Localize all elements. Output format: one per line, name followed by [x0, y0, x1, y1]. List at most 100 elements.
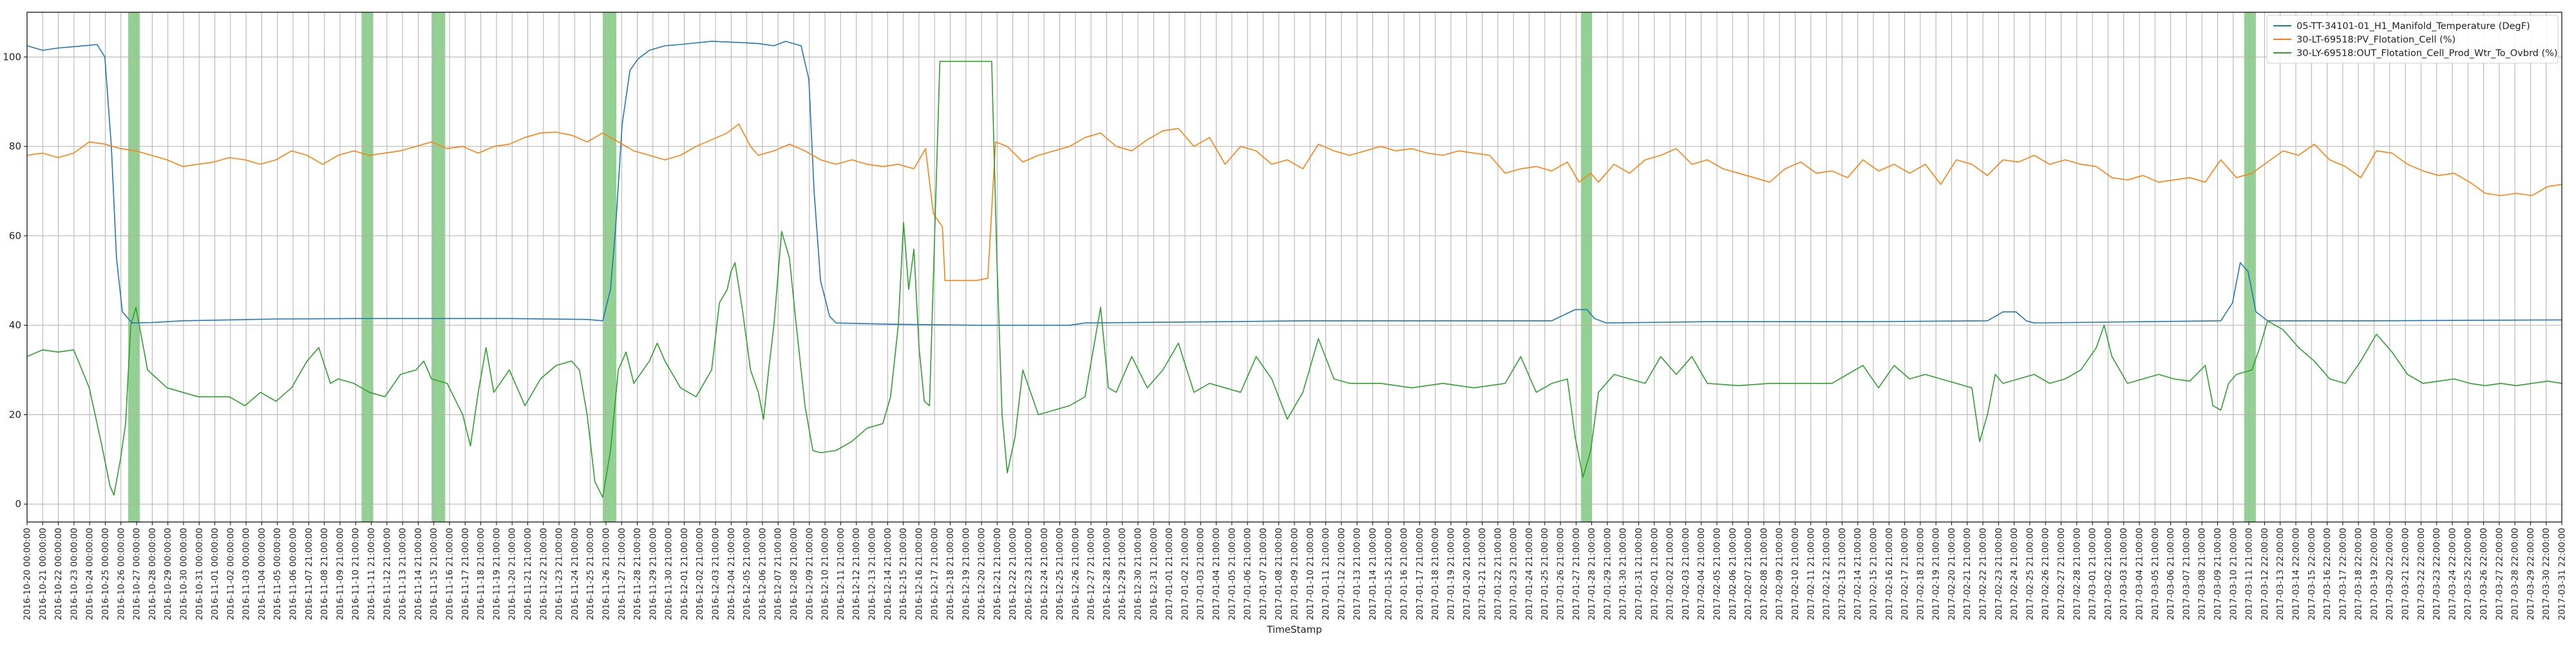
x-tick-label: 2017-03-06 21:00:00: [2166, 528, 2176, 620]
x-tick-label: 2017-03-09 21:00:00: [2213, 528, 2223, 620]
x-tick-label: 2017-02-24 21:00:00: [2009, 528, 2020, 620]
x-tick-label: 2016-11-02 00:00:00: [225, 528, 236, 620]
x-tick-label: 2017-02-26 21:00:00: [2041, 528, 2051, 620]
x-tick-label: 2016-11-03 00:00:00: [242, 528, 252, 620]
highlight-band-3: [602, 12, 617, 522]
x-tick-label: 2017-01-09 21:00:00: [1290, 528, 1300, 620]
x-tick-label: 2017-02-10 21:00:00: [1790, 528, 1801, 620]
x-tick-label: 2017-03-08 21:00:00: [2197, 528, 2208, 620]
x-tick-label: 2017-01-28 21:00:00: [1587, 528, 1597, 620]
x-tick-label: 2017-03-28 22:00:00: [2510, 528, 2521, 620]
x-axis: 2016-10-20 00:00:00 2016-10-21 00:00:00 20…: [23, 522, 2568, 620]
x-tick-label: 2017-01-15 21:00:00: [1383, 528, 1394, 620]
x-tick-label: 2017-02-27 21:00:00: [2056, 528, 2067, 620]
x-tick-label: 2016-11-16 21:00:00: [445, 528, 455, 620]
x-tick-label: 2017-03-19 22:00:00: [2369, 528, 2380, 620]
y-tick-label: 80: [9, 140, 21, 152]
x-tick-label: 2017-03-11 21:00:00: [2244, 528, 2255, 620]
legend-entry-1: 30-LT-69518:PV_Flotation_Cell (%): [2297, 35, 2456, 45]
x-tick-label: 2016-12-03 21:00:00: [711, 528, 721, 620]
x-tick-label: 2016-12-01 21:00:00: [679, 528, 690, 620]
x-tick-label: 2017-01-06 21:00:00: [1243, 528, 1253, 620]
x-tick-label: 2017-02-05 21:00:00: [1712, 528, 1723, 620]
x-tick-label: 2016-11-05 00:00:00: [272, 528, 283, 620]
x-tick-label: 2017-03-20 22:00:00: [2385, 528, 2395, 620]
x-tick-label: 2016-11-17 21:00:00: [460, 528, 471, 620]
x-tick-label: 2016-12-25 21:00:00: [1055, 528, 1065, 620]
x-tick-label: 2017-02-06 21:00:00: [1728, 528, 1738, 620]
x-tick-label: 2017-02-23 21:00:00: [1994, 528, 2004, 620]
x-tick-label: 2017-01-21 21:00:00: [1477, 528, 1488, 620]
series-line-2: [26, 61, 2562, 498]
x-tick-label: 2016-11-10 21:00:00: [351, 528, 361, 620]
x-tick-label: 2017-01-31 21:00:00: [1634, 528, 1644, 620]
x-tick-label: 2017-03-12 22:00:00: [2260, 528, 2270, 620]
x-tick-label: 2017-02-28 21:00:00: [2072, 528, 2082, 620]
x-tick-label: 2017-02-01 21:00:00: [1649, 528, 1660, 620]
y-tick-label: 40: [9, 320, 21, 331]
x-tick-label: 2017-03-24 22:00:00: [2447, 528, 2458, 620]
x-tick-label: 2017-02-04 21:00:00: [1696, 528, 1707, 620]
x-tick-label: 2017-03-16 22:00:00: [2322, 528, 2333, 620]
x-tick-label: 2016-12-22 21:00:00: [1008, 528, 1018, 620]
x-tick-label: 2017-01-17 21:00:00: [1415, 528, 1425, 620]
x-tick-label: 2017-01-29 21:00:00: [1602, 528, 1613, 620]
x-tick-label: 2017-02-21 21:00:00: [1962, 528, 1973, 620]
series-lines: [26, 41, 2562, 498]
x-tick-label: 2016-10-30 00:00:00: [178, 528, 189, 620]
x-tick-label: 2017-02-02 21:00:00: [1665, 528, 1676, 620]
x-tick-label: 2016-12-30 21:00:00: [1133, 528, 1144, 620]
legend: 05-TT-34101-01_H1_Manifold_Temperature (…: [2266, 15, 2559, 64]
highlight-band-5: [2244, 12, 2256, 522]
x-tick-label: 2016-10-22 00:00:00: [53, 528, 64, 620]
x-tick-label: 2016-10-21 00:00:00: [38, 528, 48, 620]
x-tick-label: 2017-03-10 21:00:00: [2228, 528, 2239, 620]
x-tick-label: 2017-02-18 21:00:00: [1915, 528, 1926, 620]
x-tick-label: 2017-01-22 21:00:00: [1493, 528, 1503, 620]
x-tick-label: 2016-12-16 21:00:00: [914, 528, 924, 620]
x-tick-label: 2016-10-26 00:00:00: [116, 528, 126, 620]
x-tick-label: 2017-03-17 22:00:00: [2338, 528, 2348, 620]
x-tick-label: 2016-12-14 21:00:00: [883, 528, 893, 620]
grid-lines: [26, 12, 2562, 522]
x-tick-label: 2017-01-10 21:00:00: [1305, 528, 1316, 620]
x-tick-label: 2017-03-25 22:00:00: [2463, 528, 2474, 620]
x-tick-label: 2016-11-08 21:00:00: [319, 528, 330, 620]
x-tick-label: 2016-10-28 00:00:00: [147, 528, 158, 620]
x-tick-label: 2016-10-27 00:00:00: [132, 528, 142, 620]
x-tick-label: 2016-11-09 21:00:00: [335, 528, 345, 620]
x-tick-label: 2016-12-06 21:00:00: [757, 528, 768, 620]
x-tick-label: 2017-02-17 21:00:00: [1900, 528, 1910, 620]
x-tick-label: 2016-10-24 00:00:00: [85, 528, 95, 620]
x-tick-label: 2016-12-15 21:00:00: [898, 528, 909, 620]
x-tick-label: 2016-12-18 21:00:00: [945, 528, 956, 620]
x-tick-label: 2017-02-19 21:00:00: [1931, 528, 1942, 620]
x-tick-label: 2016-11-27 21:00:00: [617, 528, 627, 620]
x-tick-label: 2016-12-07 21:00:00: [773, 528, 784, 620]
x-tick-label: 2017-01-16 21:00:00: [1399, 528, 1410, 620]
x-tick-label: 2016-11-14 21:00:00: [413, 528, 424, 620]
x-tick-label: 2016-12-26 21:00:00: [1070, 528, 1081, 620]
x-tick-label: 2017-02-14 21:00:00: [1853, 528, 1863, 620]
x-axis-label: TimeStamp: [1266, 624, 1321, 635]
highlight-band-1: [361, 12, 374, 522]
x-tick-label: 2016-12-12 21:00:00: [851, 528, 862, 620]
x-tick-label: 2016-11-23 21:00:00: [554, 528, 565, 620]
x-tick-label: 2017-02-15 21:00:00: [1868, 528, 1879, 620]
x-tick-label: 2017-03-21 22:00:00: [2401, 528, 2411, 620]
x-tick-label: 2017-02-16 21:00:00: [1884, 528, 1895, 620]
x-tick-label: 2016-11-20 21:00:00: [507, 528, 518, 620]
x-tick-label: 2016-12-02 21:00:00: [695, 528, 705, 620]
x-tick-label: 2017-03-05 21:00:00: [2150, 528, 2161, 620]
x-tick-label: 2016-11-26 21:00:00: [601, 528, 611, 620]
x-tick-label: 2017-03-04 21:00:00: [2135, 528, 2145, 620]
x-tick-label: 2016-11-24 21:00:00: [570, 528, 580, 620]
x-tick-label: 2017-02-09 21:00:00: [1775, 528, 1785, 620]
legend-entry-2: 30-LY-69518:OUT_Flotation_Cell_Prod_Wtr_…: [2297, 48, 2558, 59]
x-tick-label: 2016-11-30 21:00:00: [664, 528, 674, 620]
x-tick-label: 2016-12-24 21:00:00: [1039, 528, 1050, 620]
x-tick-label: 2017-01-08 21:00:00: [1274, 528, 1284, 620]
legend-entry-0: 05-TT-34101-01_H1_Manifold_Temperature (…: [2297, 21, 2530, 32]
x-tick-label: 2017-03-22 22:00:00: [2416, 528, 2427, 620]
